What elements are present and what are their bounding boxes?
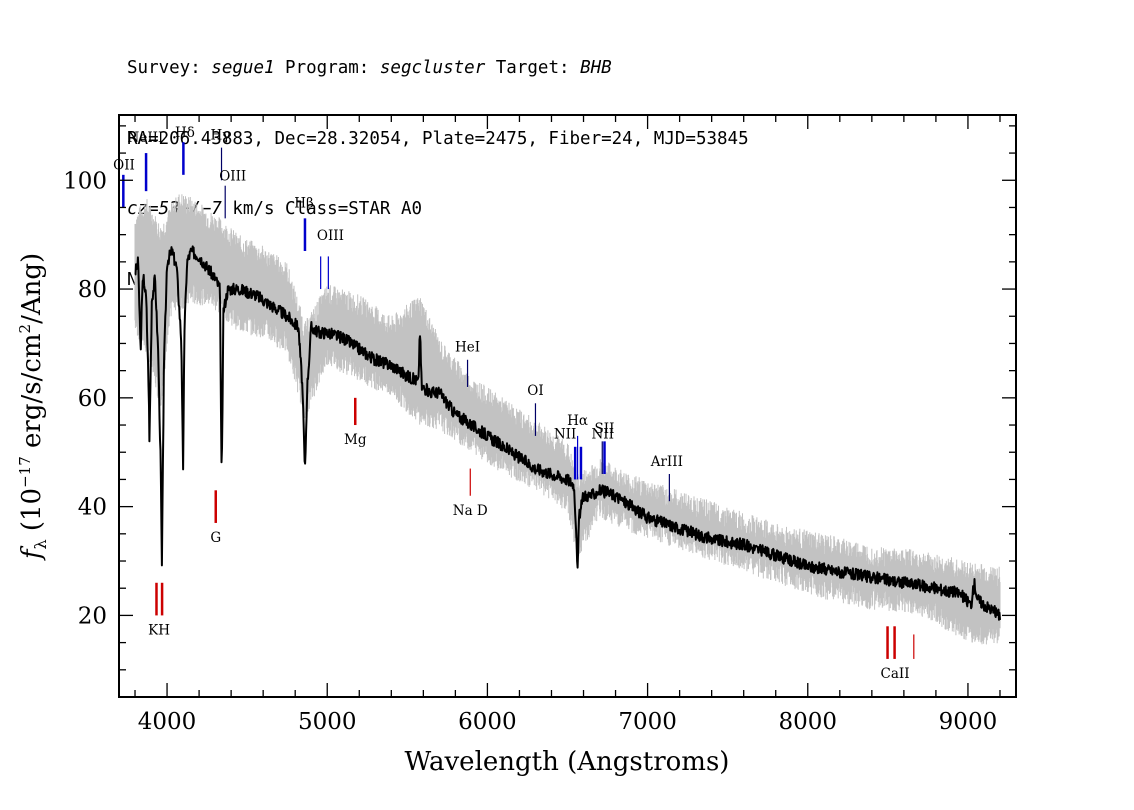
y-axis-title-b: erg/s/cm bbox=[17, 333, 47, 456]
spectral-line-label: OI bbox=[527, 383, 543, 399]
spectral-line-label: Hγ bbox=[210, 127, 230, 143]
x-tick-label: 5000 bbox=[298, 709, 357, 735]
spectral-line-label: OIII bbox=[219, 168, 246, 184]
y-axis-title-sub: λ bbox=[31, 539, 50, 549]
spectral-line-label: NII bbox=[591, 427, 613, 443]
spectral-line-label: Hδ bbox=[175, 125, 195, 141]
spectral-line-label: KH bbox=[148, 622, 170, 638]
y-tick-label: 60 bbox=[78, 386, 107, 412]
survey-value: segue1 bbox=[211, 58, 275, 78]
target-value: BHB bbox=[580, 58, 612, 78]
y-axis-title-exp2: 2 bbox=[16, 324, 34, 334]
spectral-line-label: HeI bbox=[455, 340, 480, 356]
target-label: Target: bbox=[485, 58, 581, 78]
header-line-coordinates: RA=206.43883, Dec=28.32054, Plate=2475, … bbox=[127, 128, 749, 149]
class-text: km/s Class=STAR A0 bbox=[221, 199, 423, 219]
x-axis-title: Wavelength (Angstroms) bbox=[405, 747, 730, 777]
spectral-line-label: NII bbox=[554, 427, 576, 443]
spectral-line-label: Hβ bbox=[294, 195, 314, 211]
x-tick-label: 4000 bbox=[138, 709, 197, 735]
y-axis-title-c: /Ang) bbox=[17, 253, 47, 324]
header-line-survey: Survey: segue1 Program: segcluster Targe… bbox=[127, 57, 749, 81]
y-tick-label: 80 bbox=[78, 277, 107, 303]
x-tick-label: 7000 bbox=[618, 709, 677, 735]
spectral-line-label: OII bbox=[113, 157, 135, 173]
x-tick-label: 9000 bbox=[939, 709, 998, 735]
y-axis-title: fλ (10−17 erg/s/cm2/Ang) bbox=[16, 253, 50, 561]
spectral-line-label: OIII bbox=[317, 228, 344, 244]
program-label: Program: bbox=[274, 58, 380, 78]
y-axis-title-a: (10 bbox=[17, 488, 47, 540]
spectrum-header: Survey: segue1 Program: segcluster Targe… bbox=[127, 10, 749, 316]
spectral-line-label: CaII bbox=[881, 666, 910, 682]
program-value: segcluster bbox=[379, 58, 486, 78]
x-tick-label: 6000 bbox=[458, 709, 517, 735]
axis-layer: 4000 5000 6000 7000 8000 9000 20 40 60 80 100 bbox=[63, 115, 1016, 735]
y-tick-label: 20 bbox=[78, 603, 107, 629]
spectral-line-label: NeIII bbox=[128, 130, 164, 146]
plot-frame bbox=[118, 114, 1017, 698]
y-tick-label: 40 bbox=[78, 495, 107, 521]
flux-layer bbox=[134, 245, 1001, 621]
spectral-line-label: Hα bbox=[567, 413, 588, 429]
spectral-line-label: G bbox=[210, 530, 221, 546]
line-marker-layer: OII NeIII Hδ Hγ OIII Hβ OIII Mg HeI Na D OI NIIHαNI… bbox=[113, 125, 915, 682]
y-axis-title-exp: −17 bbox=[16, 456, 34, 488]
survey-label: Survey: bbox=[127, 58, 212, 78]
spectral-line-label: Mg bbox=[344, 432, 367, 448]
spectral-line-label: ArIII bbox=[650, 454, 683, 470]
x-tick-label: 8000 bbox=[778, 709, 837, 735]
spectral-line-label: SII bbox=[595, 421, 615, 437]
y-tick-label: 100 bbox=[63, 168, 107, 194]
spectral-line-label: Na D bbox=[453, 503, 488, 519]
flux-line bbox=[134, 245, 1001, 621]
